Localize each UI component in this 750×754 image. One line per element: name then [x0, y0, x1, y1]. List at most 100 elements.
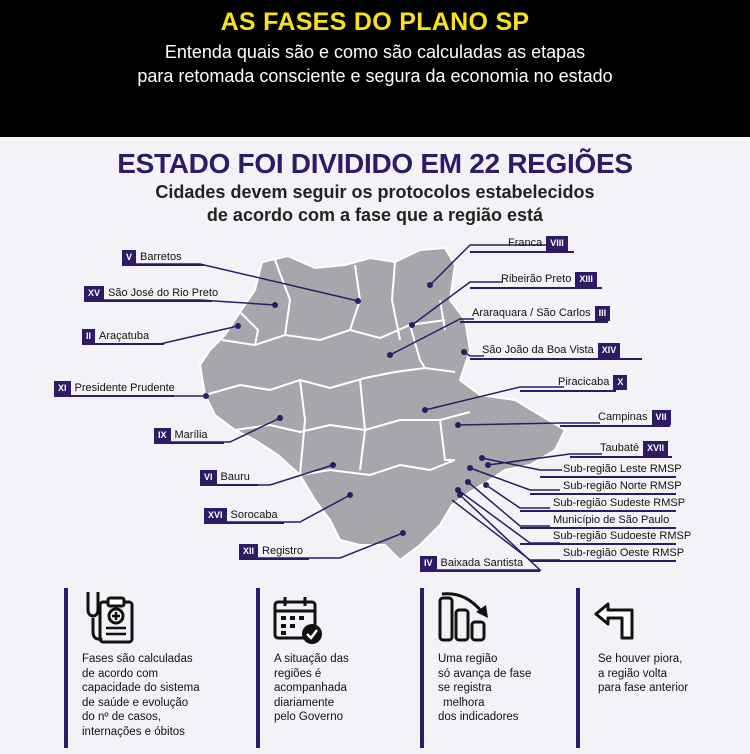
- region-number: III: [594, 305, 611, 321]
- text-line: Uma região: [438, 653, 498, 665]
- label-underline: [54, 395, 174, 397]
- region-markers: [203, 282, 491, 536]
- footer-text-advance: Uma região só avança de fase se registra…: [438, 652, 531, 725]
- region-number: VII: [651, 409, 671, 425]
- subregion-label: Sub-região Sudoeste RMSP: [553, 530, 692, 542]
- text-line: internações e óbitos: [82, 725, 185, 738]
- region-name: Sorocaba: [230, 509, 278, 521]
- region-name: Araraquara / São Carlos: [472, 307, 591, 319]
- region-name: Taubaté: [600, 442, 640, 454]
- region-label: Ribeirão Preto XIII: [501, 271, 601, 287]
- subregion-label: Município de São Paulo: [553, 514, 670, 526]
- subregion-label: Sub-região Leste RMSP: [563, 463, 682, 475]
- label-underline: [239, 558, 309, 560]
- region-name: Registro: [262, 545, 303, 557]
- region-name: Araçatuba: [99, 330, 150, 342]
- section-subtitle-line1: Cidades devem seguir os protocolos estab…: [155, 182, 595, 202]
- region-number: XVII: [643, 440, 669, 456]
- region-name: Piracicaba: [558, 376, 610, 388]
- label-underline: [460, 321, 608, 323]
- region-name: Presidente Prudente: [74, 382, 175, 394]
- text-line: para fase anterior: [598, 682, 689, 694]
- text-line: capacidade do sistema: [82, 682, 200, 694]
- region-label: São João da Boa Vista XIV: [482, 342, 624, 358]
- region-name: Baixada Santista: [440, 557, 524, 569]
- text-line: dos indicadores: [438, 711, 519, 723]
- text-line: pelo Governo: [274, 711, 344, 723]
- region-number: II: [82, 328, 96, 344]
- region-number: X: [613, 374, 628, 390]
- region-number: VI: [200, 469, 217, 485]
- label-underline: [570, 456, 672, 458]
- label-underline: [560, 425, 670, 427]
- label-underline: [530, 560, 676, 562]
- region-number: XIII: [575, 271, 597, 287]
- region-number: XIV: [597, 342, 621, 358]
- region-number: XV: [84, 285, 105, 301]
- return-arrow-icon: [594, 602, 634, 640]
- text-line: Fases são calculadas: [82, 653, 193, 665]
- label-underline: [540, 476, 676, 478]
- region-number: XI: [54, 380, 71, 396]
- region-name: Campinas: [598, 411, 648, 423]
- footer-item-monitoring: A situação das regiões é acompanhada dia…: [256, 588, 406, 748]
- text-line: diariamente: [274, 696, 335, 709]
- footer-text-monitoring: A situação das regiões é acompanhada dia…: [274, 652, 349, 725]
- region-number: V: [122, 249, 137, 265]
- label-underline: [520, 527, 676, 529]
- label-underline: [470, 251, 574, 253]
- subregion-label: Sub-região Oeste RMSP: [563, 547, 685, 559]
- section-title: ESTADO FOI DIVIDIDO EM 22 REGIÕES: [117, 148, 633, 179]
- state-shape: [198, 246, 567, 562]
- subregion-label: Sub-região Norte RMSP: [563, 480, 682, 492]
- text-line: melhora: [443, 696, 485, 709]
- footer-accent-bar: [420, 588, 424, 748]
- calendar-check-icon: [273, 597, 322, 644]
- region-name: São João da Boa Vista: [482, 344, 594, 356]
- text-line: só avança de fase: [438, 667, 532, 680]
- region-label: II Araçatuba: [78, 328, 149, 344]
- region-label: VI Bauru: [196, 469, 250, 485]
- text-line: de acordo com: [82, 667, 159, 680]
- label-underline: [204, 522, 284, 524]
- region-label: XII Registro: [235, 543, 303, 559]
- region-label: Campinas VII: [598, 409, 675, 425]
- label-underline: [200, 484, 258, 486]
- page-subtitle-line2: para retomada consciente e segura da eco…: [137, 66, 613, 86]
- page-title: AS FASES DO PLANO SP: [220, 8, 530, 36]
- subregion-label: Sub-região Sudeste RMSP: [553, 497, 686, 509]
- text-line: do nº de casos,: [82, 711, 162, 723]
- label-underline: [530, 493, 676, 495]
- text-line: acompanhada: [274, 682, 347, 694]
- region-label: XV São José do Rio Preto: [80, 285, 218, 301]
- text-line: se registra: [438, 682, 492, 694]
- footer-accent-bar: [64, 588, 68, 748]
- region-label: IX Marília: [150, 427, 208, 443]
- label-underline: [420, 570, 540, 572]
- text-line: a região volta: [598, 667, 668, 680]
- region-label: Piracicaba X: [558, 374, 631, 390]
- region-name: Barretos: [140, 251, 182, 263]
- label-underline: [122, 264, 204, 266]
- section-subtitle-line2: de acordo com a fase que a região está: [206, 205, 544, 225]
- label-underline: [470, 358, 642, 360]
- region-label: XI Presidente Prudente: [50, 380, 175, 396]
- footer-text-phases: Fases são calculadas de acordo com capac…: [82, 652, 200, 739]
- footer-item-phases: Fases são calculadas de acordo com capac…: [64, 588, 234, 748]
- region-number: IV: [420, 555, 437, 571]
- region-label: V Barretos: [118, 249, 182, 265]
- region-label: XVI Sorocaba: [200, 507, 278, 523]
- region-name: Bauru: [220, 471, 250, 483]
- text-line: de saúde e evolução: [82, 696, 189, 709]
- text-line: A situação das: [274, 653, 349, 665]
- region-number: IX: [154, 427, 171, 443]
- label-underline: [470, 287, 602, 289]
- region-label: IV Baixada Santista: [416, 555, 523, 571]
- label-underline: [82, 343, 164, 345]
- label-underline: [520, 510, 676, 512]
- footer-item-regress: Se houver piora, a região volta para fas…: [576, 588, 726, 748]
- footer-text-regress: Se houver piora, a região volta para fas…: [598, 652, 688, 696]
- region-label: Araraquara / São Carlos III: [472, 305, 614, 321]
- region-number: XVI: [204, 507, 227, 523]
- region-name: Marília: [174, 429, 208, 441]
